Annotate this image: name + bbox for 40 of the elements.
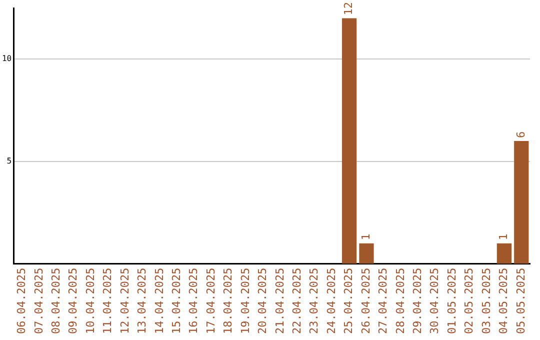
y-tick-label: 5: [6, 156, 12, 166]
x-tick-label: 28.04.2025: [394, 268, 407, 334]
x-tick-label: 29.04.2025: [410, 268, 424, 334]
x-tick-label: 19.04.2025: [238, 268, 252, 334]
x-tick-label: 12.04.2025: [118, 268, 132, 334]
data-label: 1: [497, 234, 510, 240]
x-tick-label: 01.05.2025: [445, 268, 458, 334]
x-tick-label: 13.04.2025: [136, 268, 149, 334]
x-tick-label: 25.04.2025: [342, 268, 356, 334]
x-tick-label: 27.04.2025: [376, 268, 390, 334]
x-tick-label: 03.05.2025: [480, 268, 493, 334]
bar: [342, 18, 357, 264]
x-tick-label: 24.04.2025: [324, 268, 338, 334]
x-tick-label: 17.04.2025: [204, 268, 218, 334]
x-tick-label: 26.04.2025: [359, 268, 372, 334]
data-label: 1: [359, 234, 372, 240]
x-tick-label: 11.04.2025: [101, 268, 114, 334]
x-tick-label: 05.05.2025: [514, 268, 528, 334]
x-tick-label: 09.04.2025: [66, 268, 80, 334]
x-tick-label: 30.04.2025: [428, 268, 442, 334]
x-tick-label: 14.04.2025: [152, 268, 166, 334]
x-tick-label: 21.04.2025: [273, 268, 286, 334]
x-tick-label: 23.04.2025: [308, 268, 321, 334]
x-tick-label: 02.05.2025: [462, 268, 476, 334]
x-tick-label: 22.04.2025: [290, 268, 304, 334]
bar: [496, 243, 512, 264]
x-tick-label: 20.04.2025: [256, 268, 270, 334]
x-tick-label: 06.04.2025: [15, 268, 28, 334]
x-tick-label: 15.04.2025: [170, 268, 184, 334]
x-tick-label: 08.04.2025: [50, 268, 63, 334]
x-tick-label: 16.04.2025: [187, 268, 200, 334]
data-label: 12: [342, 2, 356, 16]
y-tick-label: 10: [2, 54, 12, 64]
x-tick-label: 04.05.2025: [497, 268, 510, 334]
x-tick-label: 07.04.2025: [32, 268, 46, 334]
bar: [359, 243, 374, 264]
x-tick-label: 10.04.2025: [84, 268, 97, 334]
bar: [514, 141, 529, 264]
x-tick-label: 18.04.2025: [222, 268, 235, 334]
data-label: 6: [514, 131, 528, 138]
